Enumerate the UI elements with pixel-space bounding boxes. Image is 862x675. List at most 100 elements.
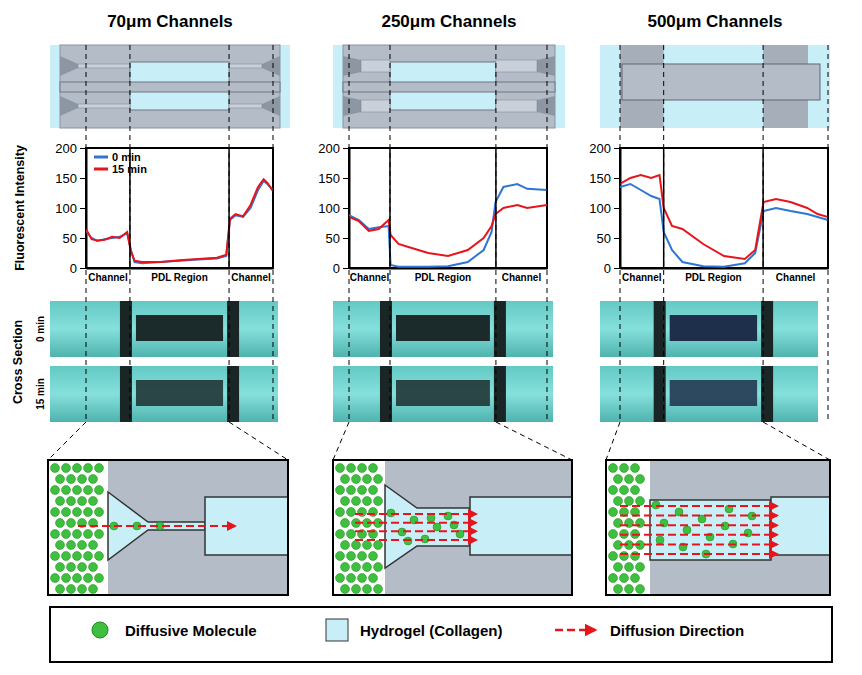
y-tick-label: 100 [55,201,77,216]
y-tick: 200 [55,141,86,156]
molecule [358,508,367,517]
guide-line [349,45,350,422]
diffusion-arrow [78,525,235,527]
channel-bar [343,82,555,92]
channel-funnel [60,56,78,76]
key-hydrogel [326,619,348,641]
y-tick: 50 [63,231,86,246]
molecule [347,508,356,517]
region-label: Channel [231,272,271,283]
molecule [374,497,383,506]
molecule [51,508,60,517]
molecule [631,552,640,561]
molecule [631,574,640,583]
channel-line [78,104,130,108]
series-line [86,181,273,263]
molecule [95,574,104,583]
guide-line [763,45,764,422]
molecule [84,552,93,561]
molecule [352,475,361,484]
key: Diffusive Molecule Hydrogel (Collagen) Dif… [50,607,832,662]
molecule [78,541,87,550]
molecule [427,514,435,522]
molecule [95,486,104,495]
illustration-frame [333,460,572,595]
molecule [614,585,623,594]
guide-line [229,45,230,422]
photo-dark-center [136,315,223,341]
molecule [363,497,372,506]
molecule [625,475,634,484]
molecule [363,585,372,594]
y-tick: 0 [333,261,349,276]
y-tick-label: 0 [604,261,611,276]
channel-line [229,104,262,108]
molecule [341,519,350,528]
diffusion-illustration [606,460,830,595]
molecule [62,552,71,561]
guide-line [828,45,829,422]
photo [50,301,278,357]
key-label: Hydrogel (Collagen) [360,622,503,639]
channel-line [361,60,390,72]
region-label: Channel [88,272,128,283]
photo-dark-center [670,380,757,406]
region-label: Channel [350,272,390,283]
molecule [56,585,65,594]
diffusion-arrow [620,553,777,555]
photo-dark-band [120,366,132,422]
molecule [336,552,345,561]
molecule [336,508,345,517]
molecule [369,464,378,473]
molecule [374,563,383,572]
key-label: Diffusion Direction [610,622,744,639]
molecule [609,574,618,583]
illustration-frame [606,460,830,595]
photo [333,366,553,422]
y-tick: 100 [55,201,86,216]
molecule [56,497,65,506]
molecule [352,541,361,550]
key-label: Diffusive Molecule [125,622,257,639]
guide-line [389,45,390,422]
legend-swatch [94,156,108,159]
molecule [95,464,104,473]
molecule [73,574,82,583]
key-frame [50,607,832,662]
molecule [620,574,629,583]
region-label: PDL Region [415,272,471,283]
zoom-line [229,422,288,460]
photo-dark-band [654,366,666,422]
molecule [625,585,634,594]
legend: 0 min15 min [94,151,147,175]
diffusion-arrow [355,539,476,541]
plot-frame [349,148,547,268]
molecule [89,497,98,506]
device-body [48,460,288,595]
molecule [369,486,378,495]
region-label: Channel [776,272,816,283]
molecule [67,563,76,572]
molecule [89,541,98,550]
panel-title: 70μm Channels [107,12,233,31]
molecule [374,475,383,484]
reservoir [333,460,385,595]
molecule [62,464,71,473]
molecule [433,523,441,531]
diffusion-arrow [355,513,476,515]
molecule [84,508,93,517]
molecule [336,486,345,495]
zoom-line [496,422,572,460]
y-tick: 200 [589,141,620,156]
molecule [67,585,76,594]
photo-label: 15 min [35,378,46,410]
y-tick: 150 [318,171,349,186]
illustration-frame [48,460,288,595]
molecule [56,519,65,528]
molecule [51,486,60,495]
zoom-line [48,422,86,460]
guide-line [495,45,496,422]
molecule [347,486,356,495]
photo-dark-center [670,315,757,341]
molecule [95,552,104,561]
